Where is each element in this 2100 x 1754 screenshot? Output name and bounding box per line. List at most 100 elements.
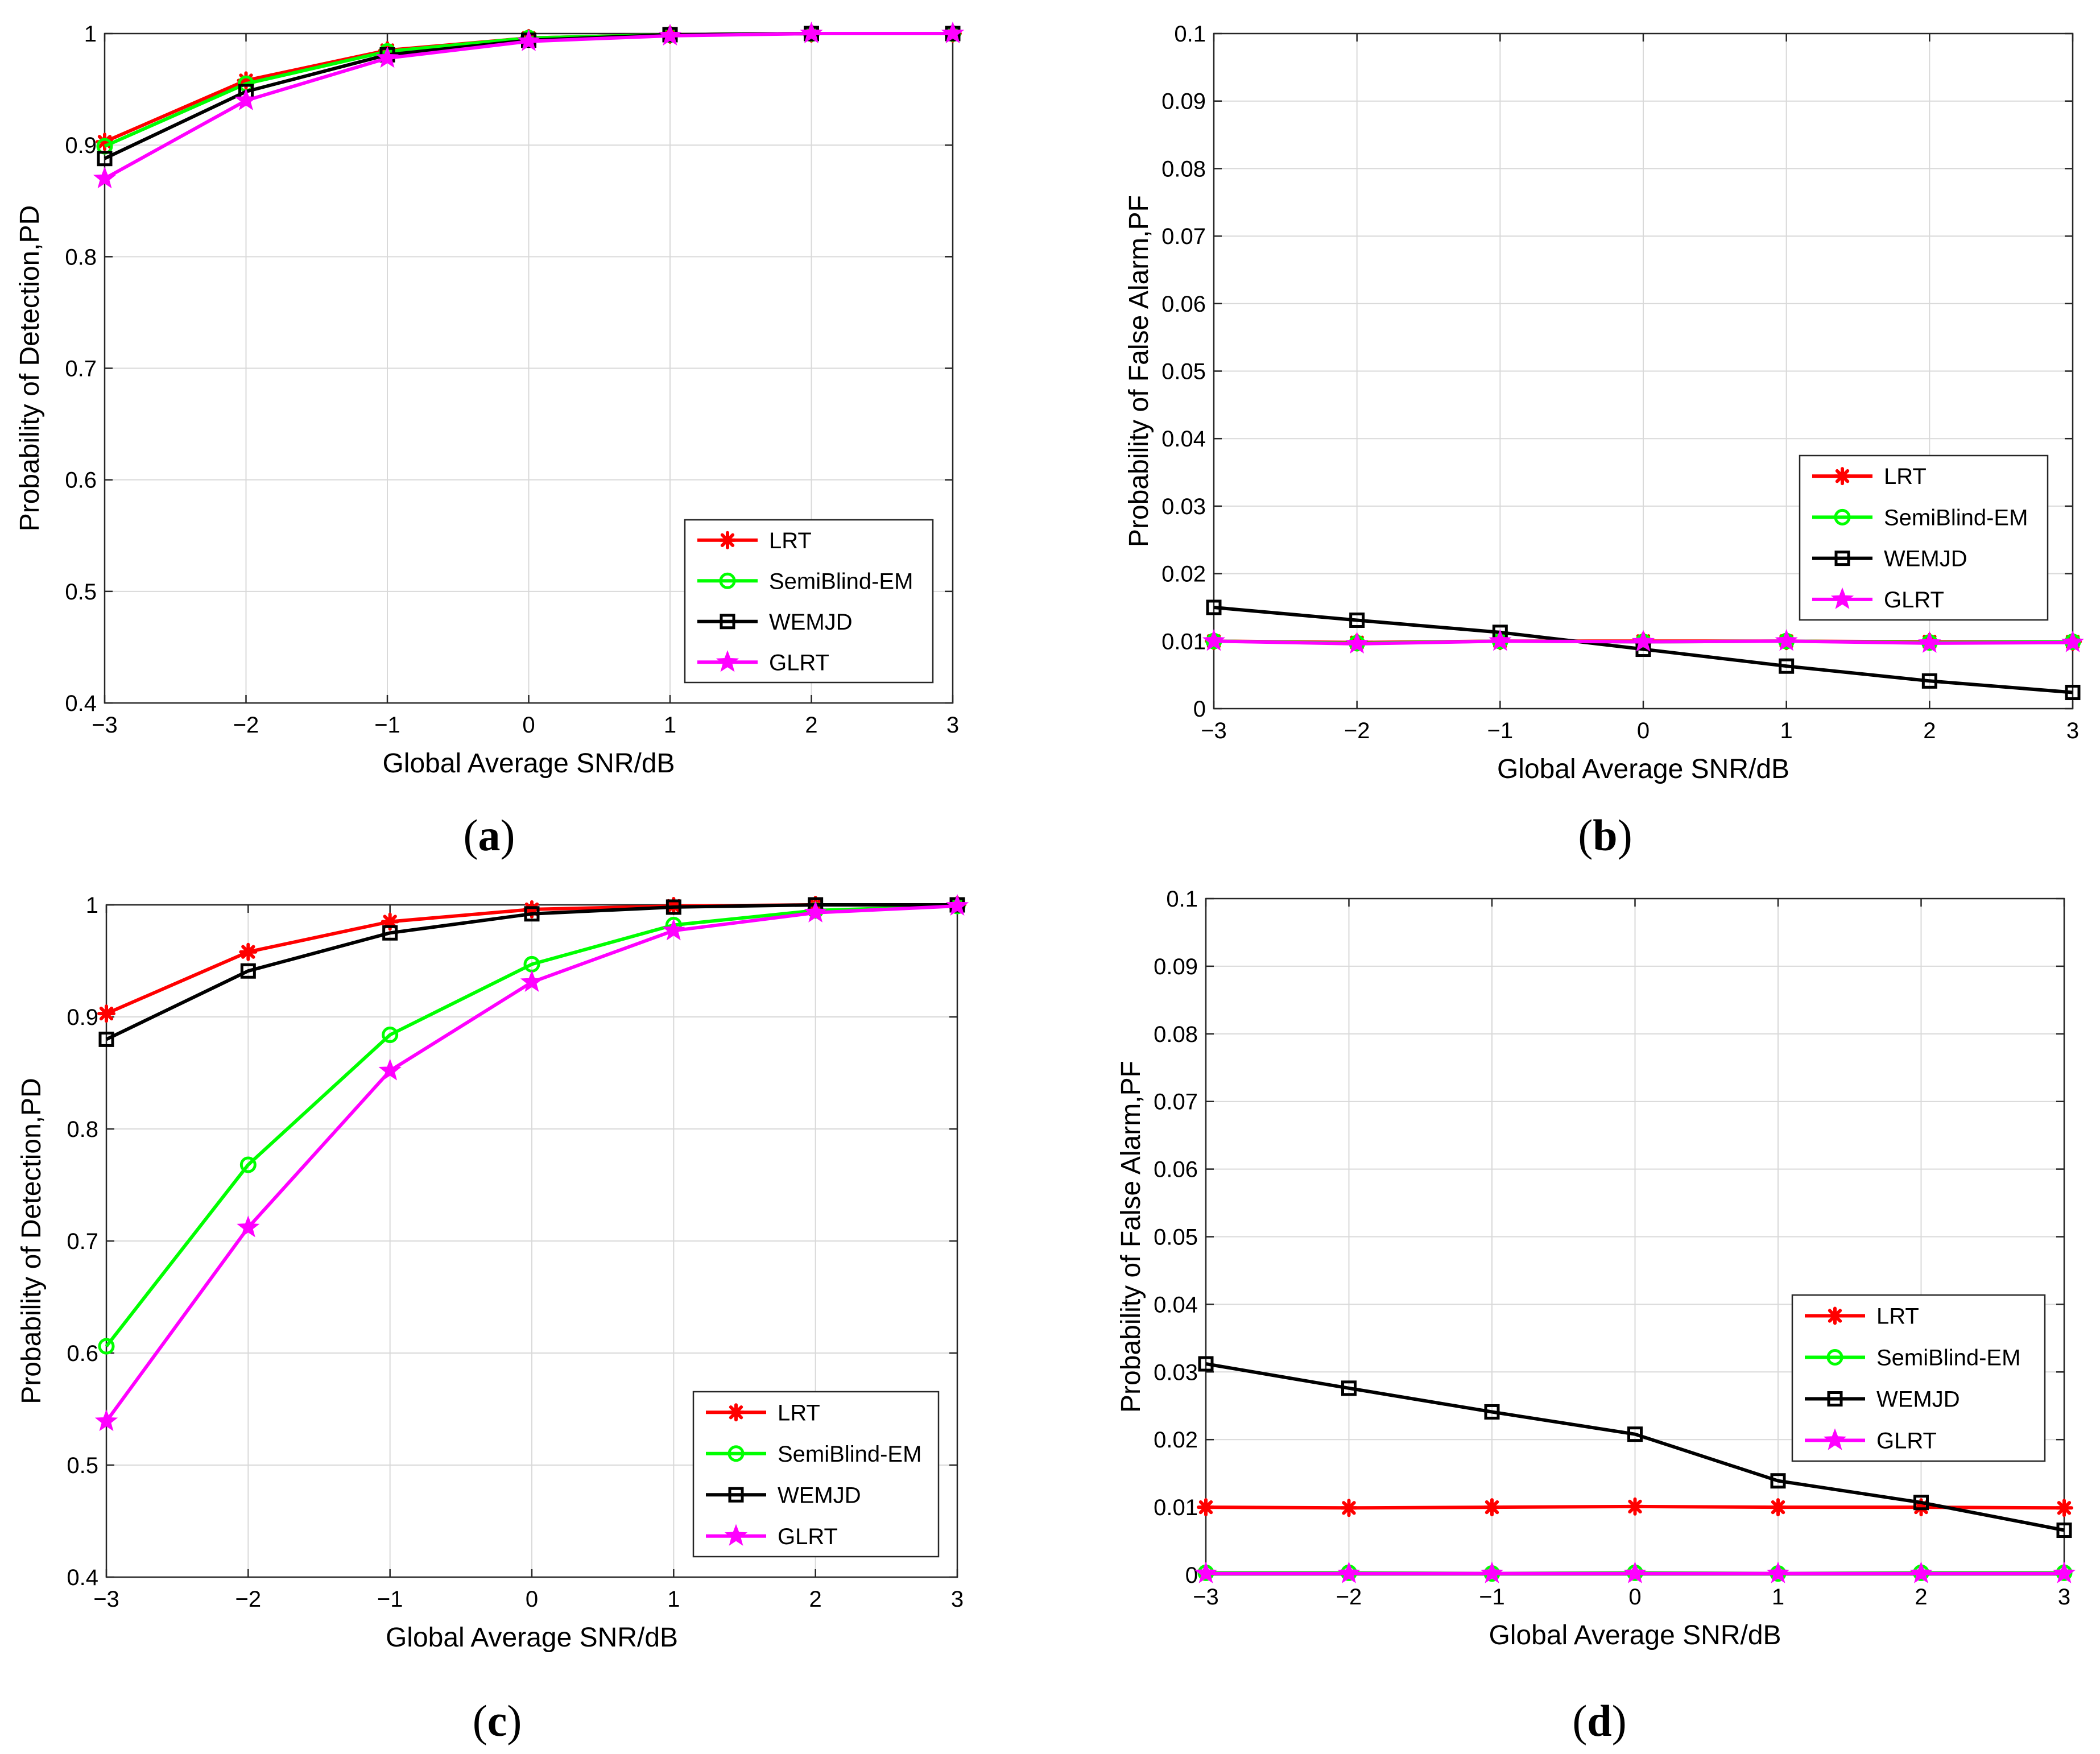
panel-b-series-line-wemjd xyxy=(1213,606,2073,694)
panel-d-point-glrt-6 xyxy=(2052,1561,2076,1583)
panel-b-point-wemjd-0 xyxy=(1206,599,1222,615)
panel-a-point-lrt-0 xyxy=(96,133,114,151)
panel-d-ytick-label-1: 0.01 xyxy=(1154,1495,1198,1520)
panel-b-ytick-label-10: 0.1 xyxy=(1174,22,1206,47)
panel-b-xtick-label-2: −1 xyxy=(1487,718,1514,743)
panel-a-legend-marker-lrt xyxy=(718,531,737,549)
panel-a-x-axis-label: Global Average SNR/dB xyxy=(382,748,675,779)
panel-a-caption-open: ( xyxy=(464,810,478,860)
panel-a-point-glrt-1 xyxy=(234,88,258,110)
panel-b-xtick-label-0: −3 xyxy=(1201,718,1227,743)
panel-b-caption-close: ) xyxy=(1618,810,1632,860)
panel-d-point-lrt-1 xyxy=(1340,1499,1358,1517)
panel-c-point-glrt-0 xyxy=(94,1409,118,1432)
panel-b-ytick-label-6: 0.06 xyxy=(1161,292,1206,317)
panel-a-xtick-label-0: −3 xyxy=(92,713,118,738)
panel-b-legend-label-semiblind-em: SemiBlind-EM xyxy=(1884,505,2028,530)
panel-a-xtick-label-3: 0 xyxy=(522,713,535,738)
panel-c-xtick-label-5: 2 xyxy=(809,1587,822,1612)
panel-c-point-glrt-2 xyxy=(378,1058,402,1081)
panel-d-y-axis-label: Probability of False Alarm,PF xyxy=(1116,1061,1146,1413)
panel-d-chart: −3 −2 −1 0 1 2 3 0 0.01 0.02 0.03 0.04 0.05 0.06 0.07 0… xyxy=(1116,887,2076,1745)
panel-d-xtick-label-5: 2 xyxy=(1915,1585,1927,1610)
panel-c-point-glrt-1 xyxy=(237,1215,260,1238)
panel-a-point-glrt-2 xyxy=(375,46,399,68)
panel-d-point-wemjd-1 xyxy=(1341,1380,1357,1396)
panel-c-legend-label-wemjd: WEMJD xyxy=(778,1483,861,1508)
panel-b-ytick-label-7: 0.07 xyxy=(1161,224,1206,249)
panel-c-point-glrt-4 xyxy=(662,919,685,941)
panel-b-xtick-label-1: −2 xyxy=(1344,718,1370,743)
panel-c-caption: (c) xyxy=(473,1696,522,1745)
panel-c-point-semiblind-em-1 xyxy=(239,1156,257,1173)
panel-d-xtick-label-3: 0 xyxy=(1628,1585,1641,1610)
panel-c-legend-marker-wemjd xyxy=(728,1487,744,1503)
panel-d-ytick-label-4: 0.04 xyxy=(1154,1292,1198,1317)
panel-a-ytick-label-5: 0.9 xyxy=(65,133,97,158)
panel-b-ytick-label-9: 0.09 xyxy=(1161,89,1206,114)
panel-c-legend-label-semiblind-em: SemiBlind-EM xyxy=(778,1442,921,1467)
panel-b-point-glrt-6 xyxy=(2061,630,2085,652)
panel-d-xtick-label-2: −1 xyxy=(1479,1585,1505,1610)
panel-b-point-wemjd-4 xyxy=(1779,658,1795,674)
panel-d-point-lrt-0 xyxy=(1197,1498,1215,1517)
panel-c-legend-marker-lrt xyxy=(727,1403,745,1422)
panel-a-ytick-label-6: 1 xyxy=(84,22,97,47)
panel-c-xtick-label-4: 1 xyxy=(667,1587,680,1612)
panel-b-point-glrt-0 xyxy=(1202,629,1226,651)
panel-d-point-lrt-4 xyxy=(1769,1498,1787,1517)
panel-c-ytick-label-5: 0.9 xyxy=(67,1005,98,1030)
panel-a-chart: −3 −2 −1 0 1 2 3 0.4 0.5 0.6 0.7 0.8 0.9 1 Global Aver… xyxy=(15,21,965,860)
panel-a-xtick-label-2: −1 xyxy=(374,713,400,738)
panel-c-xtick-label-2: −1 xyxy=(377,1587,403,1612)
panel-b-ytick-label-4: 0.04 xyxy=(1161,427,1206,452)
panel-c-xtick-label-6: 3 xyxy=(951,1587,964,1612)
panel-d-point-glrt-2 xyxy=(1480,1561,1504,1583)
panel-a-ytick-label-2: 0.6 xyxy=(65,468,97,493)
panel-d-point-wemjd-4 xyxy=(1770,1473,1786,1489)
panel-a-caption-close: ) xyxy=(501,810,515,860)
panel-b-point-glrt-3 xyxy=(1631,630,1655,652)
panel-b-xtick-label-3: 0 xyxy=(1637,718,1650,743)
panel-c-point-wemjd-4 xyxy=(665,899,681,915)
panel-c-point-semiblind-em-0 xyxy=(98,1338,115,1355)
panel-c-point-glrt-3 xyxy=(520,970,544,992)
panel-b-legend-label-wemjd: WEMJD xyxy=(1884,547,1967,572)
panel-d-xtick-label-1: −2 xyxy=(1336,1585,1362,1610)
panel-b-chart: −3 −2 −1 0 1 2 3 0 0.01 0.02 0.03 0.04 0.05 0.06 0.07 0… xyxy=(1124,22,2085,860)
panel-b-xtick-label-4: 1 xyxy=(1780,718,1793,743)
panel-a-point-wemjd-0 xyxy=(97,151,113,167)
panel-b-y-axis-label: Probability of False Alarm,PF xyxy=(1124,195,1154,547)
panel-a-legend-label-semiblind-em: SemiBlind-EM xyxy=(769,569,913,594)
panel-c-xtick-label-3: 0 xyxy=(526,1587,538,1612)
panel-d-point-glrt-5 xyxy=(1909,1561,1933,1583)
panel-c-point-wemjd-2 xyxy=(382,925,398,941)
panel-b-ytick-label-8: 0.08 xyxy=(1161,156,1206,181)
panel-d-caption-close: ) xyxy=(1612,1696,1627,1745)
panel-d-caption-letter: d xyxy=(1587,1696,1611,1745)
panel-b-ytick-label-5: 0.05 xyxy=(1161,359,1206,384)
panel-a-xtick-label-1: −2 xyxy=(233,713,259,738)
panel-d-ytick-label-5: 0.05 xyxy=(1154,1225,1198,1250)
panel-b-caption-letter: b xyxy=(1593,810,1617,860)
panel-a-point-glrt-3 xyxy=(517,29,540,51)
panel-a-legend-label-lrt: LRT xyxy=(769,528,812,553)
panel-a-xtick-label-5: 2 xyxy=(805,713,817,738)
panel-a-xtick-label-6: 3 xyxy=(946,713,959,738)
panel-d-legend-marker-lrt xyxy=(1826,1306,1844,1325)
panel-c-chart: −3 −2 −1 0 1 2 3 0.4 0.5 0.6 0.7 0.8 0.9 1 Global Aver… xyxy=(16,893,969,1745)
panel-a-y-axis-label: Probability of Detection,PD xyxy=(15,205,45,532)
panel-c-point-glrt-5 xyxy=(804,900,827,922)
panel-c-point-semiblind-em-2 xyxy=(382,1027,399,1044)
panel-d-series-line-wemjd xyxy=(1205,1362,2065,1532)
panel-d-point-lrt-6 xyxy=(2055,1499,2073,1517)
panel-c-legend-marker-glrt xyxy=(724,1524,748,1546)
panel-b-legend-marker-glrt xyxy=(1830,587,1854,609)
panel-c-point-lrt-3 xyxy=(523,900,541,919)
panel-a-ytick-label-4: 0.8 xyxy=(65,245,97,270)
panel-a-caption-letter: a xyxy=(478,810,501,860)
panel-c-point-wemjd-0 xyxy=(98,1031,114,1047)
panel-d-ytick-label-10: 0.1 xyxy=(1166,887,1198,912)
panel-d-ytick-label-3: 0.03 xyxy=(1154,1360,1198,1385)
panel-c-point-wemjd-3 xyxy=(524,906,540,922)
